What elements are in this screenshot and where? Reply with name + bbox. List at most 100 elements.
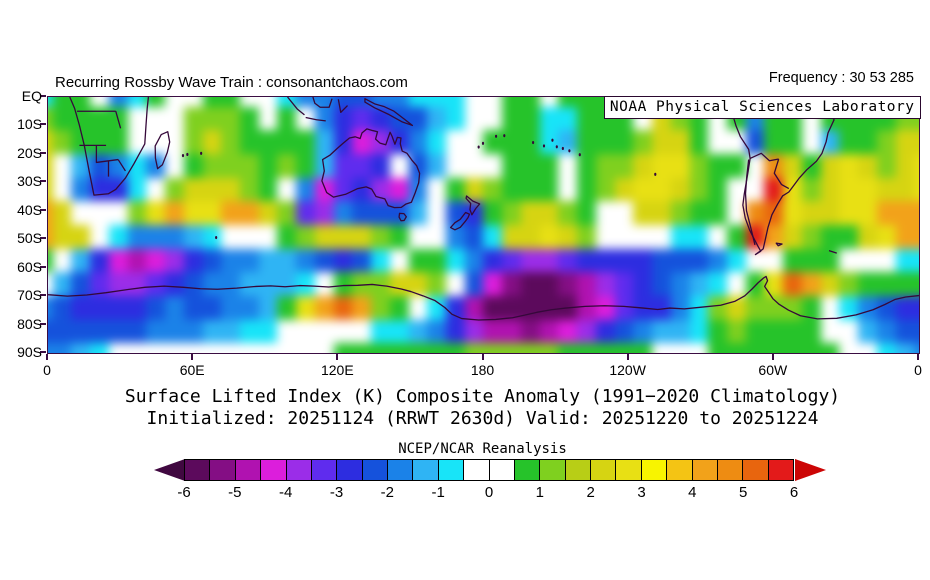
anomaly-cell: [352, 224, 372, 249]
anomaly-cell: [52, 177, 72, 202]
anomaly-cell: [914, 319, 919, 344]
anomaly-cell: [539, 153, 559, 178]
anomaly-cell: [689, 319, 709, 344]
anomaly-cell: [240, 177, 259, 202]
anomaly-cell: [801, 130, 821, 154]
x-axis-tick: [917, 354, 919, 360]
anomaly-cell: [240, 343, 259, 353]
anomaly-cell: [127, 319, 147, 344]
colorbar-tick-label: 2: [586, 484, 595, 501]
anomaly-cell: [408, 295, 428, 320]
anomaly-cell: [427, 153, 447, 178]
anomaly-cell: [876, 153, 896, 178]
anomaly-cell: [539, 295, 559, 320]
anomaly-cell: [520, 130, 540, 154]
anomaly-cell: [314, 153, 334, 178]
anomaly-cell: [240, 224, 259, 249]
anomaly-cell: [502, 319, 521, 344]
anomaly-cell: [558, 224, 578, 249]
anomaly-cell: [595, 343, 615, 353]
colorbar-right-arrow: [795, 459, 826, 481]
anomaly-cell: [783, 224, 802, 249]
island-dot: [561, 146, 564, 151]
anomaly-cell: [48, 224, 53, 249]
anomaly-cell: [389, 343, 409, 353]
anomaly-cell: [464, 153, 484, 178]
anomaly-cell: [558, 248, 578, 273]
anomaly-cell: [464, 224, 484, 249]
map-panel: NOAA Physical Sciences Laboratory: [47, 95, 921, 354]
anomaly-cell: [183, 130, 203, 154]
anomaly-cell: [520, 272, 540, 296]
anomaly-cell: [614, 201, 634, 225]
anomaly-cell: [314, 201, 334, 225]
anomaly-cell: [202, 343, 222, 353]
anomaly-cell: [520, 177, 540, 202]
y-axis-tick: [40, 265, 46, 268]
anomaly-cell: [670, 153, 690, 178]
colorbar-cell: [692, 460, 718, 480]
anomaly-cell: [314, 106, 334, 131]
anomaly-cell: [352, 177, 372, 202]
anomaly-cell: [258, 106, 278, 131]
anomaly-cell: [108, 224, 128, 249]
anomaly-cell: [464, 272, 484, 296]
anomaly-cell: [820, 343, 840, 353]
anomaly-cell: [895, 130, 915, 154]
anomaly-cell: [876, 343, 896, 353]
colorbar-tick-label: -1: [431, 484, 445, 501]
anomaly-cell: [371, 224, 390, 249]
anomaly-cell: [352, 106, 372, 131]
anomaly-cell: [520, 343, 540, 353]
anomaly-cell: [820, 201, 840, 225]
anomaly-cell: [408, 177, 428, 202]
anomaly-cell: [48, 177, 53, 202]
anomaly-cell: [858, 130, 877, 154]
anomaly-cell: [258, 97, 278, 107]
coastlines-overlay: [48, 97, 919, 353]
anomaly-cell: [502, 201, 521, 225]
anomaly-cell: [389, 224, 409, 249]
anomaly-cell: [389, 295, 409, 320]
anomaly-cell: [858, 295, 877, 320]
anomaly-cell: [90, 343, 109, 353]
anomaly-cell: [202, 106, 222, 131]
anomaly-cell: [464, 343, 484, 353]
y-axis-label: 70S: [17, 287, 42, 304]
anomaly-cell: [633, 224, 653, 249]
anomaly-cell: [314, 319, 334, 344]
anomaly-cell: [652, 177, 671, 202]
anomaly-cell: [202, 201, 222, 225]
anomaly-cell: [614, 319, 634, 344]
anomaly-cell: [633, 248, 653, 273]
anomaly-cell: [127, 106, 147, 131]
anomaly-cell: [277, 106, 297, 131]
anomaly-cell: [371, 319, 390, 344]
anomaly-cell: [296, 130, 315, 154]
anomaly-cell: [240, 106, 259, 131]
anomaly-cell: [446, 130, 465, 154]
anomaly-cell: [127, 272, 147, 296]
anomaly-cell: [595, 248, 615, 273]
anomaly-cell: [71, 319, 91, 344]
anomaly-cell: [240, 295, 259, 320]
anomaly-cell: [577, 343, 596, 353]
anomaly-cell: [333, 295, 353, 320]
anomaly-cell: [801, 319, 821, 344]
anomaly-cell: [858, 272, 877, 296]
anomaly-cell: [183, 343, 203, 353]
island-dot: [532, 140, 535, 145]
anomaly-cell: [127, 201, 147, 225]
anomaly-cell: [558, 106, 578, 131]
anomaly-cell: [408, 319, 428, 344]
anomaly-cell: [595, 272, 615, 296]
anomaly-cell: [876, 130, 896, 154]
anomaly-cell: [726, 130, 746, 154]
anomaly-cell: [708, 295, 727, 320]
anomaly-cell: [240, 153, 259, 178]
x-axis-label: 120W: [609, 362, 646, 378]
anomaly-cell: [446, 319, 465, 344]
anomaly-cell: [464, 177, 484, 202]
colorbar-cell: [616, 460, 642, 480]
y-axis-tick: [40, 123, 46, 126]
